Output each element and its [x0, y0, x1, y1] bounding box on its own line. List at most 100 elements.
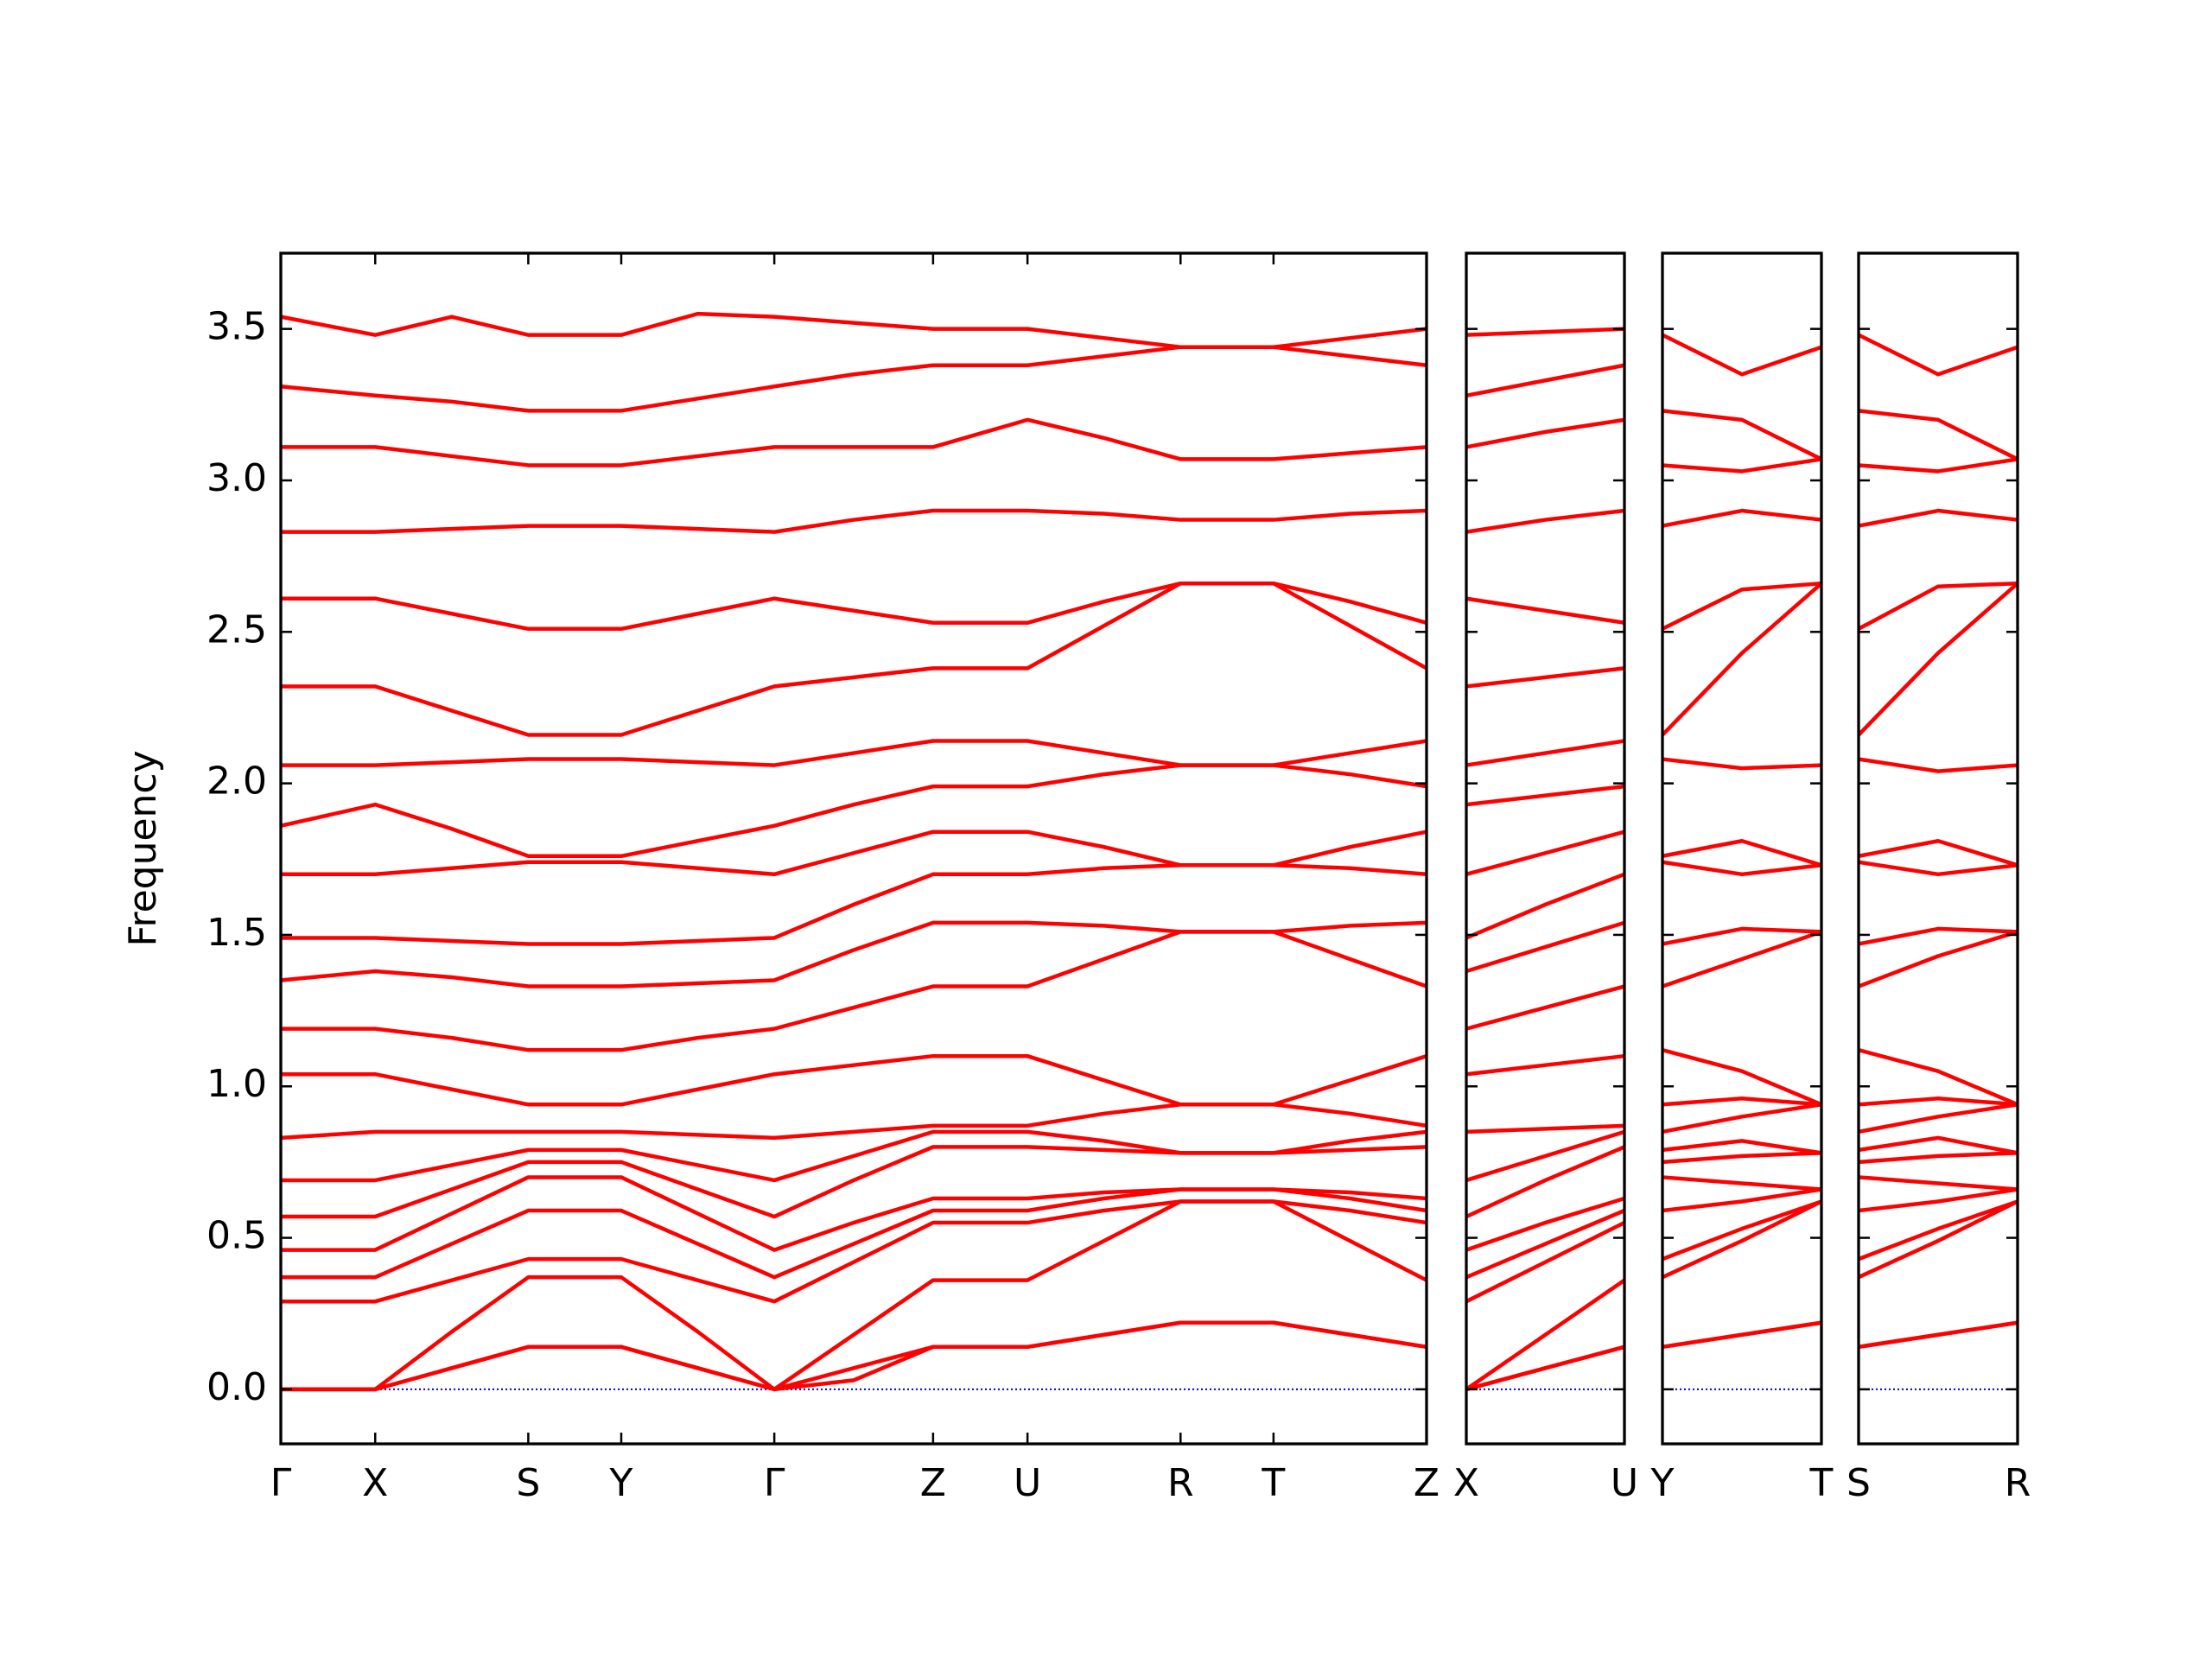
- band-line: [1465, 1053, 1625, 1077]
- band-line: [1465, 1145, 1625, 1219]
- band-line: [281, 1129, 1427, 1183]
- band-line: [280, 1103, 1427, 1141]
- band-line: [281, 1199, 1427, 1304]
- band-line: [1465, 784, 1625, 807]
- band-line: [281, 739, 1427, 767]
- y-tick-label: 1.5: [207, 911, 267, 955]
- band-line: [1858, 1175, 2018, 1192]
- band-line: [1465, 508, 1625, 534]
- band-line: [1858, 1151, 2018, 1165]
- x-tick-label: Y: [1650, 1461, 1675, 1505]
- band-line: [280, 763, 1427, 859]
- band-line: [280, 920, 1427, 988]
- band-line: [1465, 1208, 1625, 1280]
- y-tick-label: 2.5: [207, 607, 267, 652]
- band-line: [1465, 1129, 1625, 1183]
- band-line: [1662, 1047, 1822, 1107]
- y-axis-label: Frequency: [121, 750, 165, 946]
- x-tick-label: S: [1847, 1461, 1871, 1505]
- band-line: [1465, 1196, 1625, 1252]
- band-line: [1858, 1187, 2018, 1213]
- x-tick-label: Y: [609, 1461, 633, 1505]
- band-line: [1857, 582, 2019, 737]
- band-line: [1662, 860, 1822, 877]
- y-tick-label: 3.5: [207, 305, 267, 349]
- x-tick-label: U: [1611, 1461, 1638, 1505]
- band-line: [1661, 582, 1823, 737]
- band-line: [1858, 926, 2018, 946]
- band-line: [1465, 1344, 1625, 1392]
- band-line: [1662, 926, 1822, 946]
- band-line: [1858, 1320, 2018, 1350]
- y-tick-label: 1.0: [207, 1062, 267, 1106]
- plot-frame: [279, 251, 1428, 1446]
- y-tick-label: 0.0: [207, 1365, 267, 1409]
- band-line: [1662, 409, 1822, 461]
- band-line: [1465, 666, 1625, 689]
- band-line: [1858, 409, 2018, 461]
- x-tick-label: Z: [920, 1461, 946, 1505]
- x-tick-label: Γ: [764, 1461, 785, 1505]
- band-line: [1858, 1096, 2018, 1107]
- plot-frame: [1465, 251, 1626, 1446]
- band-line: [281, 1053, 1427, 1107]
- band-line: [281, 581, 1428, 737]
- x-tick-label: R: [1167, 1461, 1194, 1505]
- band-line: [1662, 1103, 1822, 1135]
- band-line: [1662, 930, 1822, 988]
- band-line: [1858, 1135, 2018, 1155]
- band-line: [1858, 930, 2018, 988]
- plot-frame: [1661, 251, 1823, 1446]
- band-line: [1465, 984, 1625, 1031]
- y-tick-label: 3.0: [207, 456, 267, 500]
- band-line: [1858, 1103, 2018, 1135]
- band-line: [280, 345, 1427, 413]
- band-line: [281, 508, 1427, 534]
- x-tick-label: X: [362, 1461, 388, 1505]
- band-line: [1858, 457, 2018, 474]
- band-line: [1465, 1278, 1626, 1391]
- band-line: [1662, 1175, 1822, 1192]
- band-line: [281, 830, 1427, 877]
- band-line: [1465, 417, 1625, 449]
- band-line: [1662, 1187, 1822, 1213]
- band-line: [1858, 838, 2018, 868]
- band-line: [1858, 1047, 2018, 1107]
- band-line: [1662, 1199, 1822, 1262]
- band-line: [1465, 327, 1625, 337]
- band-line: [1662, 1199, 1822, 1280]
- band-line: [1465, 363, 1625, 398]
- band-line: [1465, 830, 1625, 876]
- x-tick-label: U: [1014, 1461, 1041, 1505]
- band-line: [1662, 838, 1822, 868]
- y-tick-label: 0.5: [207, 1214, 267, 1258]
- band-line: [281, 1175, 1427, 1252]
- band-line: [1662, 757, 1822, 771]
- x-tick-label: S: [516, 1461, 540, 1505]
- band-line: [1465, 1123, 1625, 1135]
- band-line: [281, 581, 1427, 632]
- band-line: [1858, 757, 2018, 773]
- x-tick-label: T: [1809, 1461, 1834, 1505]
- band-line: [281, 417, 1427, 467]
- band-line: [1662, 508, 1822, 528]
- band-line: [1465, 920, 1625, 974]
- y-tick-label: 2.0: [207, 760, 267, 804]
- band-line: [1858, 1199, 2018, 1262]
- band-line: [1662, 1151, 1822, 1165]
- plot-frame: [1857, 251, 2019, 1446]
- band-line: [1465, 872, 1625, 940]
- x-tick-label: Γ: [270, 1461, 292, 1505]
- x-tick-label: Z: [1414, 1461, 1440, 1505]
- band-line: [1858, 333, 2018, 377]
- band-line: [1662, 1096, 1822, 1107]
- band-line: [1465, 596, 1625, 626]
- band-line: [1662, 1320, 1822, 1350]
- band-line: [1465, 739, 1625, 767]
- band-line: [281, 1199, 1428, 1392]
- x-tick-label: X: [1453, 1461, 1479, 1505]
- band-line: [1662, 1139, 1822, 1155]
- band-line: [1662, 457, 1822, 474]
